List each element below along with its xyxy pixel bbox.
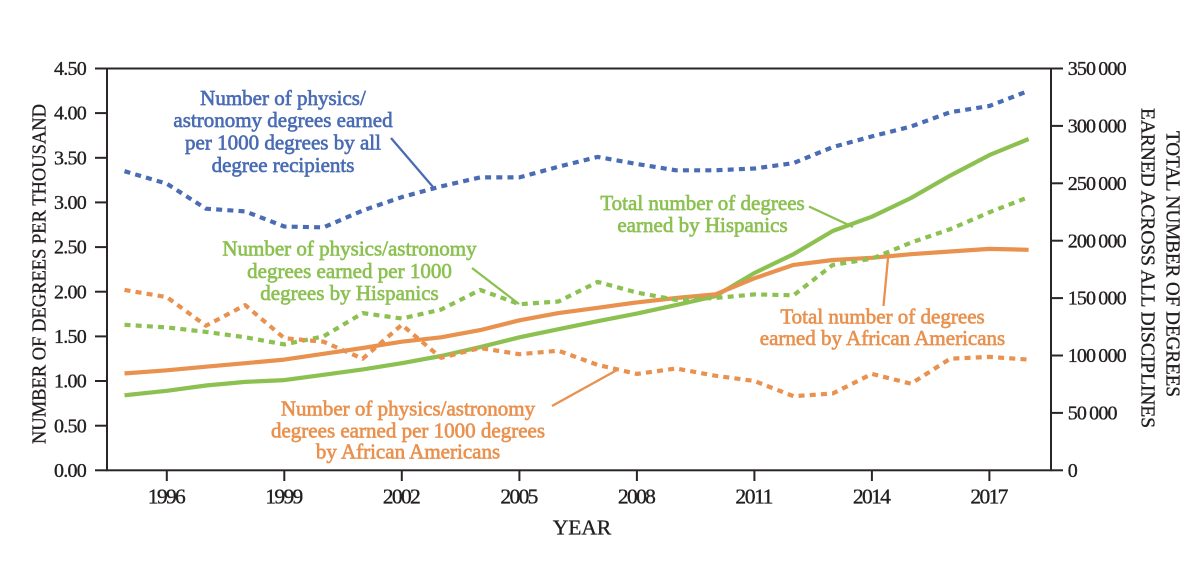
svg-text:degrees earned per 1000 degree: degrees earned per 1000 degrees [271, 419, 545, 443]
svg-text:50 000: 50 000 [1068, 403, 1118, 425]
svg-text:4.00: 4.00 [54, 103, 87, 125]
svg-text:1996: 1996 [148, 484, 186, 508]
svg-text:2008: 2008 [618, 484, 656, 508]
svg-text:2002: 2002 [383, 484, 421, 508]
svg-text:Total number of degrees: Total number of degrees [600, 191, 804, 215]
svg-text:earned by Hispanics: earned by Hispanics [617, 213, 787, 237]
svg-text:NUMBER OF DEGREES PER THOUSAND: NUMBER OF DEGREES PER THOUSAND [29, 104, 51, 444]
svg-text:TOTAL NUMBER OF DEGREES: TOTAL NUMBER OF DEGREES [1162, 131, 1184, 397]
svg-text:0.50: 0.50 [54, 415, 87, 437]
svg-text:astronomy degrees earned: astronomy degrees earned [173, 108, 393, 132]
svg-text:200 000: 200 000 [1068, 230, 1127, 252]
svg-text:150 000: 150 000 [1068, 288, 1127, 310]
svg-text:Total number of degrees: Total number of degrees [780, 304, 984, 328]
svg-text:300 000: 300 000 [1068, 116, 1127, 138]
svg-text:per 1000 degrees by all: per 1000 degrees by all [185, 131, 381, 155]
svg-text:4.50: 4.50 [54, 58, 87, 80]
svg-text:3.00: 3.00 [54, 192, 87, 214]
svg-text:2.00: 2.00 [54, 281, 87, 303]
svg-text:250 000: 250 000 [1068, 173, 1127, 195]
svg-text:Number of physics/: Number of physics/ [200, 86, 366, 110]
svg-text:YEAR: YEAR [553, 516, 612, 540]
svg-text:2.50: 2.50 [54, 237, 87, 259]
svg-text:0.00: 0.00 [54, 460, 87, 482]
svg-text:1.00: 1.00 [54, 371, 87, 393]
svg-text:1999: 1999 [265, 484, 303, 508]
svg-text:by African Americans: by African Americans [316, 440, 500, 464]
svg-text:Number of physics/astronomy: Number of physics/astronomy [222, 236, 477, 260]
svg-text:1.50: 1.50 [54, 326, 87, 348]
svg-text:Number of physics/astronomy: Number of physics/astronomy [281, 397, 536, 421]
svg-text:100 000: 100 000 [1068, 345, 1127, 367]
svg-text:degrees by Hispanics: degrees by Hispanics [260, 281, 438, 305]
svg-text:2014: 2014 [853, 484, 891, 508]
svg-text:degree recipients: degree recipients [212, 153, 355, 177]
svg-text:EARNED ACROSS ALL DISCIPLINES: EARNED ACROSS ALL DISCIPLINES [1136, 108, 1158, 428]
svg-text:degrees earned per 1000: degrees earned per 1000 [247, 259, 452, 283]
svg-text:2005: 2005 [500, 484, 538, 508]
svg-text:350 000: 350 000 [1068, 58, 1127, 80]
svg-text:0: 0 [1068, 460, 1078, 482]
svg-text:2017: 2017 [970, 484, 1008, 508]
svg-text:3.50: 3.50 [54, 147, 87, 169]
svg-text:2011: 2011 [735, 484, 773, 508]
svg-text:earned by African Americans: earned by African Americans [760, 326, 1005, 350]
